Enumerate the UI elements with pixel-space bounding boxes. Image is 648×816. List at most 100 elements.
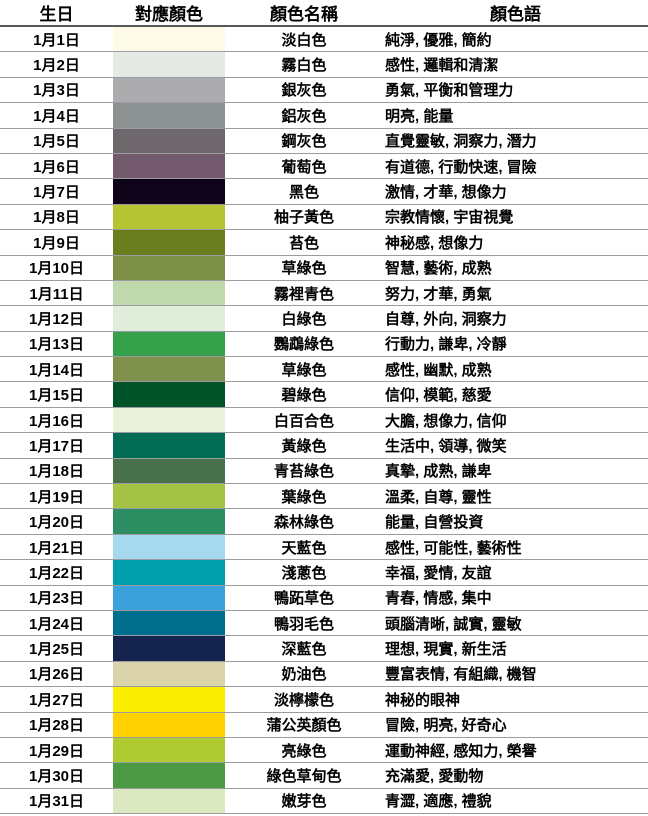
color-name-cell: 草綠色 [281,260,327,278]
color-meaning-cell: 幸福, 愛情, 友誼 [385,564,492,582]
color-meaning-cell: 明亮, 能量 [385,107,454,125]
color-meaning-cell: 大膽, 想像力, 信仰 [385,412,507,430]
color-swatch [113,737,225,763]
color-name-cell: 森林綠色 [273,514,334,532]
color-swatch [113,128,225,154]
color-name-cell: 鴨跖草色 [273,590,334,608]
table-row: 1月11日 霧裡青色 努力, 才華, 勇氣 [0,280,648,306]
table-row: 1月10日 草綠色 智慧, 藝術, 成熟 [0,255,648,281]
color-swatch [113,458,225,484]
birthday-cell: 1月30日 [28,768,85,786]
color-name-cell: 鋼灰色 [281,133,327,151]
color-meaning-cell: 感性, 邏輯和清潔 [385,57,499,75]
birthday-cell: 1月15日 [28,387,85,405]
color-swatch [113,204,225,230]
color-swatch [113,635,225,662]
birthday-cell: 1月7日 [33,184,80,202]
birthday-cell: 1月18日 [28,463,85,481]
color-name-cell: 淺蔥色 [281,564,327,582]
color-swatch [113,788,225,814]
table-row: 1月17日 黃綠色 生活中, 領導, 微笑 [0,432,648,459]
birthday-cell: 1月2日 [33,57,80,75]
color-name-cell: 霧白色 [281,57,327,75]
color-name-cell: 深藍色 [281,641,327,659]
color-meaning-cell: 努力, 才華, 勇氣 [385,285,492,303]
color-swatch [113,255,225,281]
header-color-name: 顏色名稱 [225,0,383,27]
table-row: 1月25日 深藍色 理想, 現實, 新生活 [0,635,648,662]
color-name-cell: 鸚鵡綠色 [273,336,334,354]
color-swatch [113,356,225,382]
color-meaning-cell: 豐富表情, 有組織, 機智 [385,666,537,684]
birthday-cell: 1月12日 [28,310,85,328]
color-name-cell: 柚子黃色 [273,209,334,227]
table-row: 1月23日 鴨跖草色 青春, 情感, 集中 [0,585,648,611]
color-meaning-cell: 溫柔, 自尊, 靈性 [385,488,492,506]
color-name-cell: 白百合色 [273,412,334,430]
table-row: 1月7日 黑色 激情, 才華, 想像力 [0,178,648,205]
color-meaning-cell: 青春, 情感, 集中 [385,590,492,608]
color-meaning-cell: 直覺靈敏, 洞察力, 潛力 [385,133,537,151]
color-swatch [113,686,225,713]
birthday-cell: 1月4日 [33,107,80,125]
birthday-cell: 1月16日 [28,412,85,430]
birthday-cell: 1月27日 [28,691,85,709]
birthday-cell: 1月17日 [28,437,85,455]
color-meaning-cell: 感性, 可能性, 藝術性 [385,539,522,557]
table-row: 1月4日 鋁灰色 明亮, 能量 [0,102,648,129]
table-row: 1月19日 葉綠色 溫柔, 自尊, 靈性 [0,483,648,509]
color-swatch [113,712,225,738]
table-row: 1月5日 鋼灰色 直覺靈敏, 洞察力, 潛力 [0,128,648,154]
color-name-cell: 天藍色 [281,539,327,557]
table-row: 1月15日 碧綠色 信仰, 模範, 慈愛 [0,381,648,408]
color-name-cell: 銀灰色 [281,82,327,100]
table-row: 1月21日 天藍色 感性, 可能性, 藝術性 [0,534,648,560]
header-birthday: 生日 [0,0,113,27]
color-name-cell: 嫩芽色 [281,793,327,811]
color-name-cell: 蒲公英顏色 [266,717,342,735]
birthday-cell: 1月26日 [28,666,85,684]
color-meaning-cell: 純淨, 優雅, 簡約 [385,31,492,49]
color-swatch [113,331,225,357]
color-swatch [113,51,225,78]
birthday-cell: 1月20日 [28,514,85,532]
table-row: 1月20日 森林綠色 能量, 自營投資 [0,508,648,535]
birthday-cell: 1月25日 [28,641,85,659]
birthday-cell: 1月23日 [28,590,85,608]
color-meaning-cell: 行動力, 謙卑, 冷靜 [385,336,507,354]
color-name-cell: 苔色 [288,234,319,252]
color-name-cell: 白綠色 [281,310,327,328]
table-row: 1月16日 白百合色 大膽, 想像力, 信仰 [0,407,648,433]
color-swatch [113,661,225,687]
birthday-cell: 1月31日 [28,793,85,811]
color-swatch [113,559,225,586]
color-swatch [113,280,225,306]
color-name-cell: 淡白色 [281,31,327,49]
table-row: 1月6日 葡萄色 有道德, 行動快速, 冒險 [0,153,648,179]
color-name-cell: 草綠色 [281,361,327,379]
color-name-cell: 霧裡青色 [273,285,334,303]
birthday-cell: 1月29日 [28,742,85,760]
color-meaning-cell: 運動神經, 感知力, 榮譽 [385,742,537,760]
birthday-cell: 1月6日 [33,158,80,176]
color-meaning-cell: 信仰, 模範, 慈愛 [385,387,492,405]
color-meaning-cell: 激情, 才華, 想像力 [385,184,507,202]
color-swatch [113,432,225,459]
table-row: 1月18日 青苔綠色 真摯, 成熟, 謙卑 [0,458,648,484]
birthday-cell: 1月10日 [28,260,85,278]
color-swatch [113,508,225,535]
color-name-cell: 葉綠色 [281,488,327,506]
color-name-cell: 鋁灰色 [281,107,327,125]
header-color-meaning: 顏色語 [383,0,648,27]
color-meaning-cell: 感性, 幽默, 成熟 [385,361,492,379]
color-swatch [113,102,225,129]
color-name-cell: 葡萄色 [281,158,327,176]
color-meaning-cell: 生活中, 領導, 微笑 [385,437,507,455]
birthday-cell: 1月21日 [28,539,85,557]
birthday-cell: 1月5日 [33,133,80,151]
color-swatch [113,178,225,205]
color-swatch [113,305,225,332]
table-row: 1月30日 綠色草甸色 充滿愛, 愛動物 [0,762,648,789]
color-meaning-cell: 頭腦清晰, 誠實, 靈敏 [385,615,522,633]
